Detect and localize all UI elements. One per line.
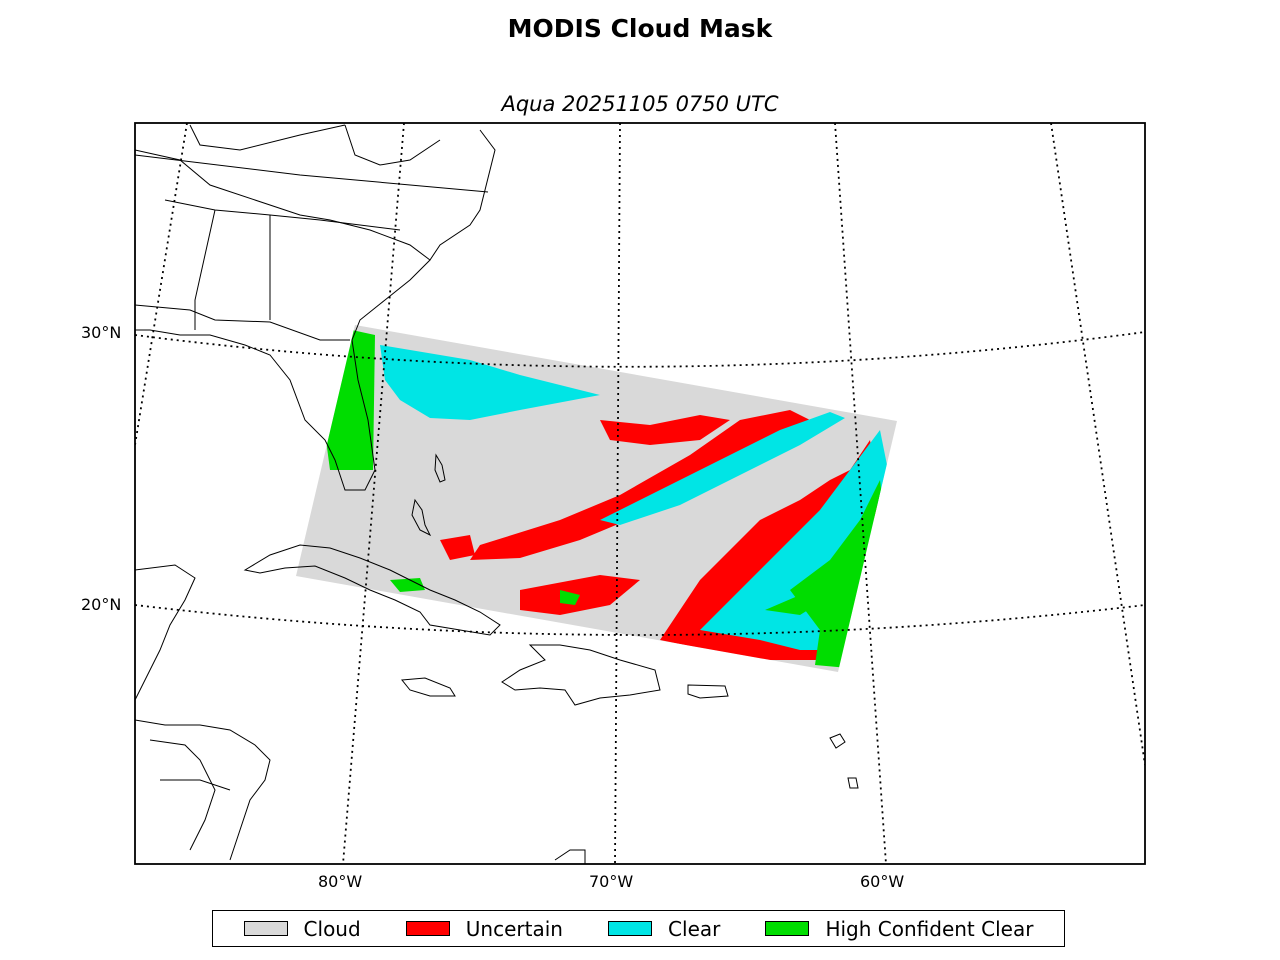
map-title: MODIS Cloud Mask	[507, 14, 773, 43]
graticule	[135, 123, 1145, 864]
legend-label-uncertain: Uncertain	[465, 916, 563, 941]
legend-label-high-confident-clear: High Confident Clear	[825, 916, 1034, 941]
legend-swatch-cloud	[243, 921, 288, 936]
uncertain-region	[470, 410, 810, 560]
legend-swatch-uncertain	[405, 921, 450, 936]
high-confident-clear-region	[560, 590, 580, 605]
map-subtitle: Aqua 20251105 0750 UTC	[501, 92, 779, 116]
legend-swatch-high-confident-clear	[765, 921, 810, 936]
cloud-mask-pixels	[326, 330, 890, 668]
uncertain-region	[440, 535, 475, 560]
legend-item-clear: Clear	[608, 917, 720, 941]
uncertain-region	[600, 415, 730, 445]
high-confident-clear-region	[765, 570, 840, 615]
high-confident-clear-region	[326, 330, 375, 470]
legend-label-clear: Clear	[668, 916, 721, 941]
clear-region	[420, 370, 510, 405]
coastlines	[135, 124, 859, 864]
high-confident-clear-region	[790, 480, 885, 668]
clear-region	[600, 412, 845, 525]
high-confident-clear-region	[390, 578, 425, 592]
legend-item-uncertain: Uncertain	[405, 916, 563, 941]
legend-swatch-clear	[608, 921, 653, 936]
legend-label-cloud: Cloud	[303, 916, 361, 941]
legend-item-cloud: Cloud	[243, 916, 361, 941]
lat-label-30n: 30°N	[81, 323, 122, 342]
lon-label-60w: 60°W	[860, 872, 905, 891]
legend: Cloud Uncertain Clear High Confident Cle…	[212, 910, 1065, 947]
lon-label-70w: 70°W	[589, 872, 634, 891]
lon-label-80w: 80°W	[318, 872, 363, 891]
legend-item-high-confident-clear: High Confident Clear	[765, 917, 1033, 941]
lat-label-20n: 20°N	[81, 595, 122, 614]
map-frame	[134, 122, 1146, 865]
